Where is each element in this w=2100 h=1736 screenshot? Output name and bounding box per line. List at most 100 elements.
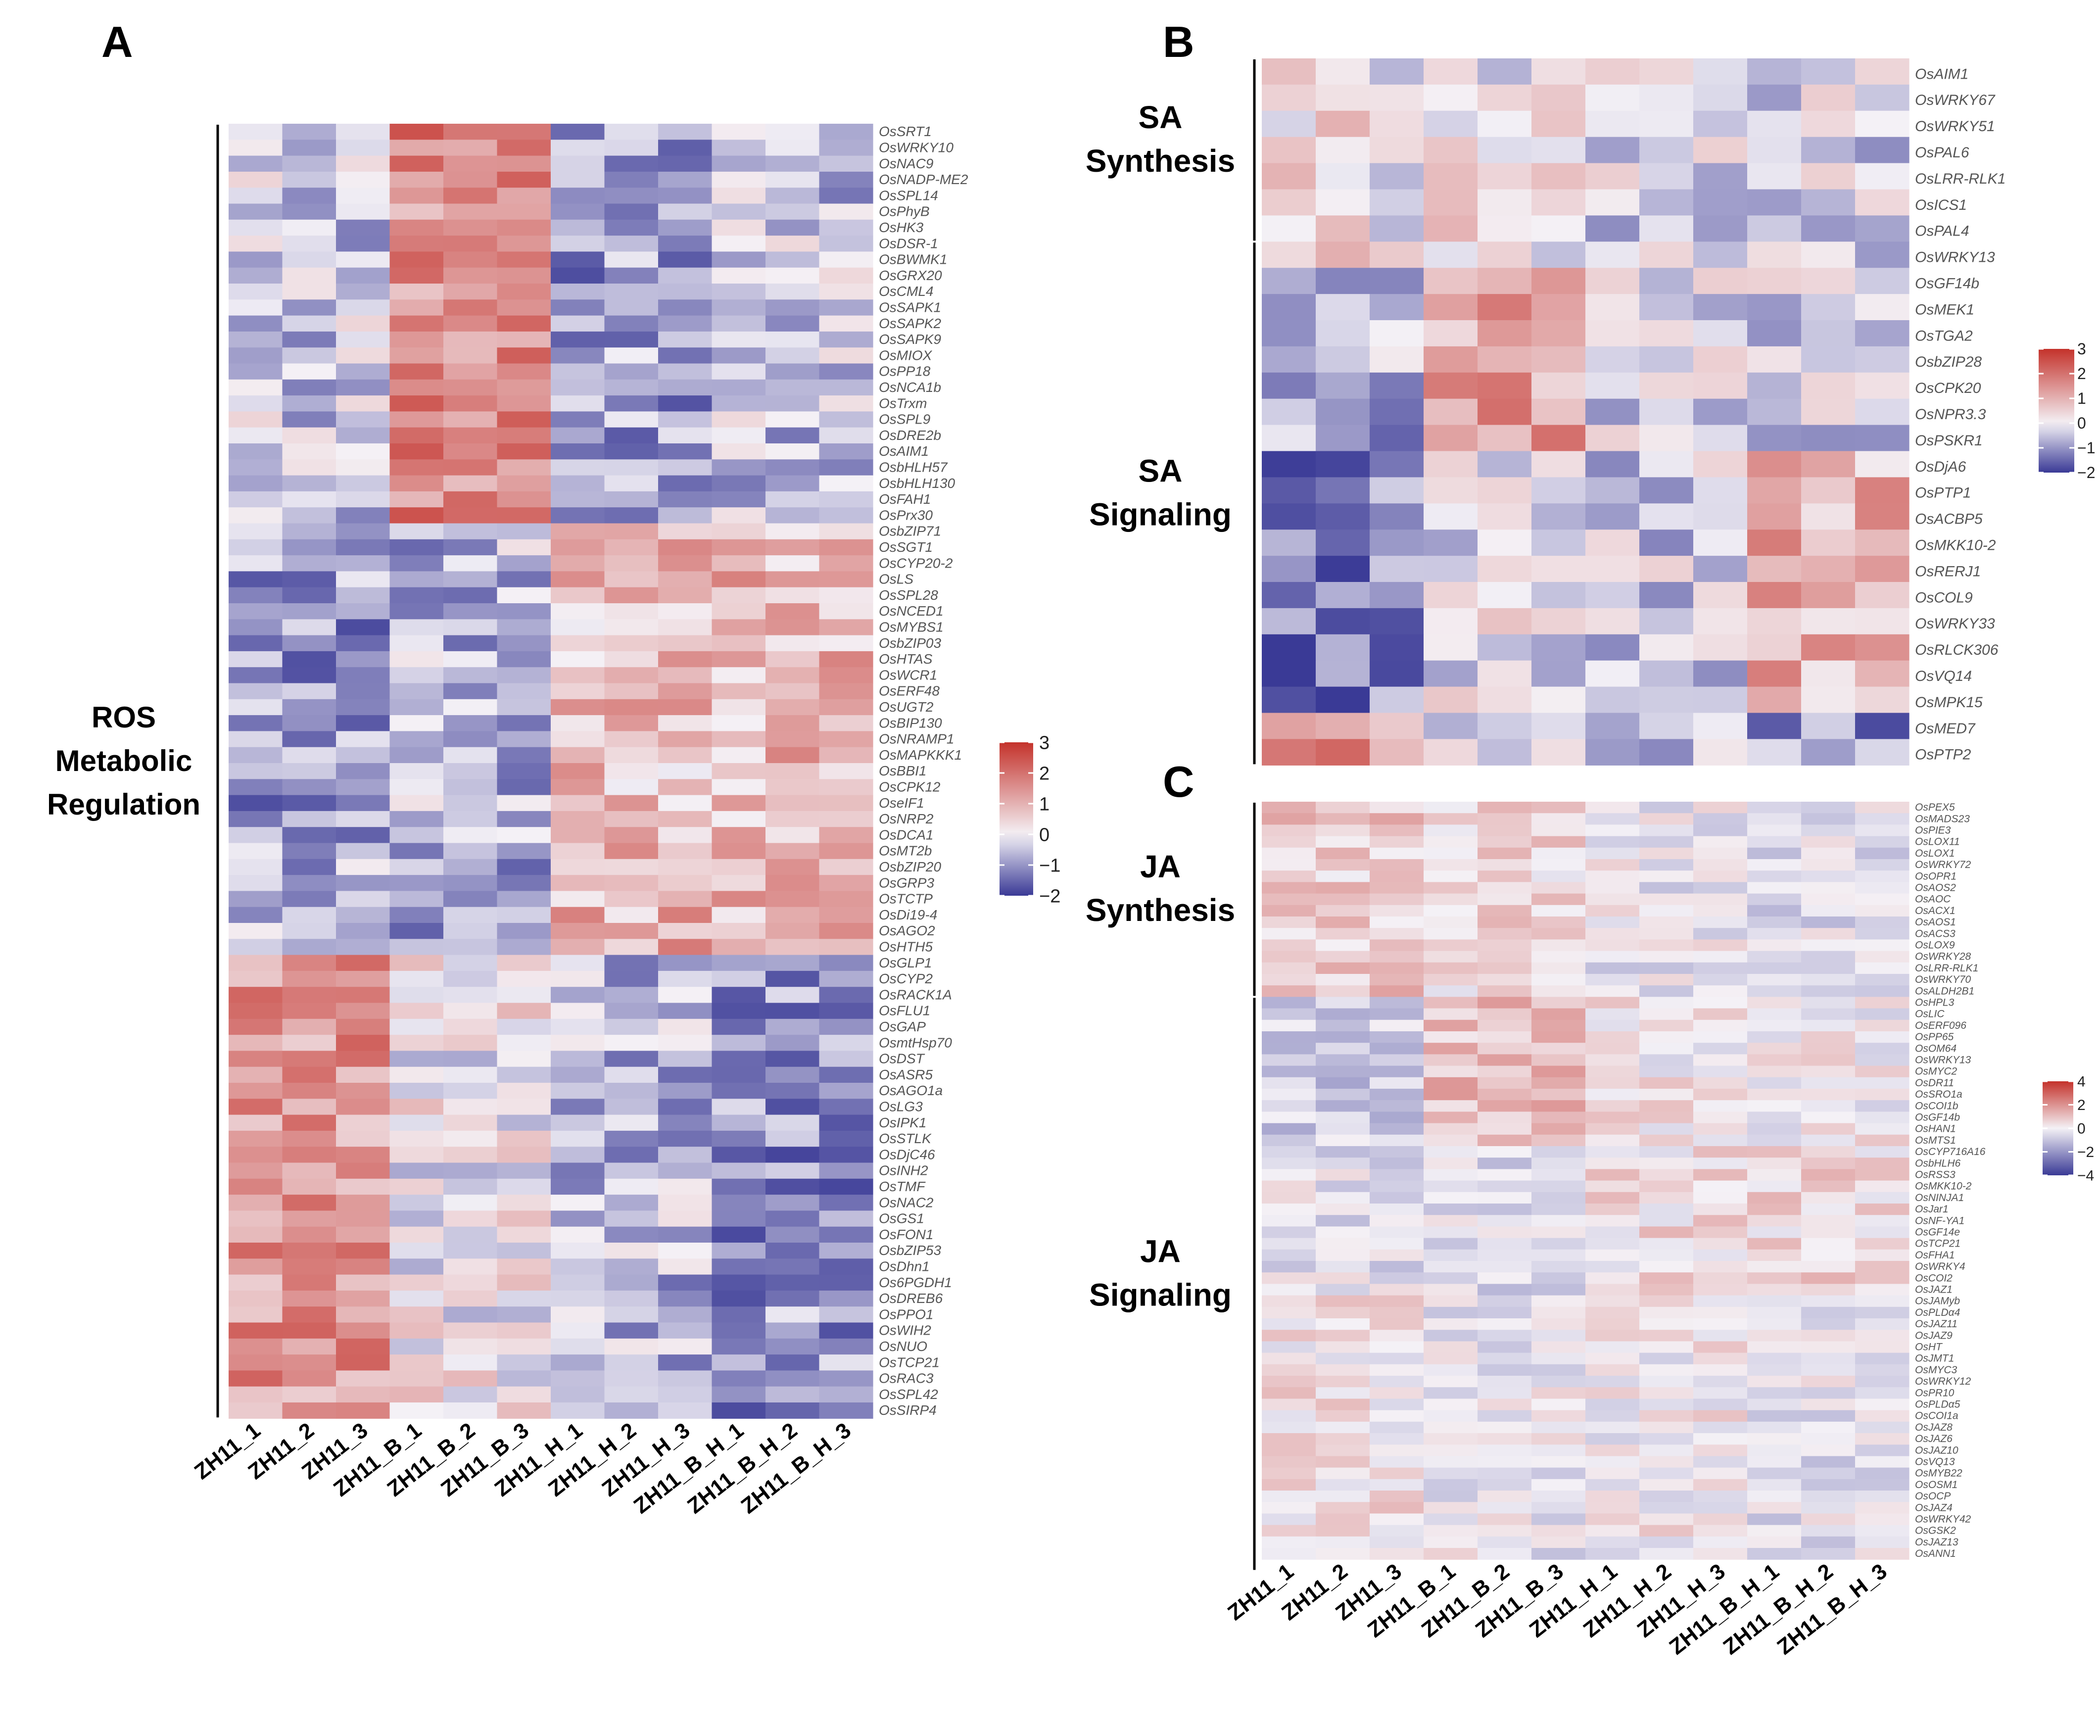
heatmap-cell xyxy=(551,299,605,316)
heatmap-cell xyxy=(819,236,873,252)
heatmap-cell xyxy=(1531,372,1586,399)
heatmap-cell xyxy=(551,763,605,779)
heatmap-cell xyxy=(1370,847,1424,860)
heatmap-cell xyxy=(1855,58,1909,85)
row-label: OsMAPKKK1 xyxy=(879,747,962,763)
heatmap-cell xyxy=(551,859,605,875)
heatmap-cell xyxy=(336,875,390,891)
heatmap-cell xyxy=(765,699,820,716)
heatmap-cell xyxy=(1424,824,1478,837)
heatmap-cell xyxy=(1855,215,1909,242)
heatmap-cell xyxy=(229,970,283,987)
heatmap-cell xyxy=(497,1147,551,1163)
heatmap-cell xyxy=(1531,241,1586,268)
heatmap-cell xyxy=(1424,882,1478,894)
heatmap-cell xyxy=(336,1322,390,1339)
heatmap-cell xyxy=(1693,928,1748,940)
heatmap-cell xyxy=(551,651,605,668)
heatmap-cell xyxy=(1424,215,1478,242)
heatmap-cell xyxy=(1855,1352,1909,1365)
heatmap-cell xyxy=(712,140,766,156)
row-label: OsMED7 xyxy=(1915,721,1976,737)
heatmap-cell xyxy=(1316,503,1370,530)
heatmap-cell xyxy=(551,923,605,939)
heatmap-cell xyxy=(658,987,713,1004)
heatmap-cell xyxy=(336,1035,390,1051)
heatmap-cell xyxy=(604,315,659,332)
heatmap-cell xyxy=(1424,1491,1478,1502)
heatmap-cell xyxy=(1424,1376,1478,1388)
heatmap-cell xyxy=(1801,1398,1856,1411)
row-label: OsPEX5 xyxy=(1915,802,1955,813)
group-label: JA Signaling xyxy=(1089,1233,1232,1312)
heatmap-cell xyxy=(1585,608,1640,635)
heatmap-cell xyxy=(765,236,820,252)
heatmap-cell xyxy=(1747,163,1802,190)
heatmap-cell xyxy=(712,155,766,172)
heatmap-cell xyxy=(1855,294,1909,321)
heatmap-cell xyxy=(497,747,551,764)
heatmap-cell xyxy=(712,1226,766,1243)
heatmap-cell xyxy=(229,475,283,492)
heatmap-cell xyxy=(551,1130,605,1147)
heatmap-cell xyxy=(712,827,766,844)
heatmap-cell xyxy=(1801,451,1856,478)
heatmap-cell xyxy=(1478,951,1532,963)
heatmap-cell xyxy=(1478,110,1532,138)
heatmap-cell xyxy=(336,267,390,284)
heatmap-cell xyxy=(1478,241,1532,268)
heatmap-cell xyxy=(1262,477,1316,504)
heatmap-cell xyxy=(443,1099,498,1115)
heatmap-cell xyxy=(1262,905,1316,917)
heatmap-cell xyxy=(1262,1157,1316,1169)
heatmap-cell xyxy=(229,1306,283,1323)
heatmap-cell xyxy=(1747,1479,1802,1491)
heatmap-cell xyxy=(1316,660,1370,687)
heatmap-cell xyxy=(336,747,390,764)
heatmap-cell xyxy=(765,779,820,796)
row-label: OsPrx30 xyxy=(879,507,933,523)
heatmap-cell xyxy=(658,507,713,524)
heatmap-cell xyxy=(604,1162,659,1179)
heatmap-cell xyxy=(336,827,390,844)
heatmap-cell xyxy=(1801,1376,1856,1388)
heatmap-cell xyxy=(1639,1272,1694,1284)
heatmap-cell xyxy=(712,315,766,332)
heatmap-cell xyxy=(1478,1456,1532,1468)
row-label: OsJAZ4 xyxy=(1915,1502,1953,1513)
heatmap-cell xyxy=(1639,477,1694,504)
heatmap-cell xyxy=(1855,824,1909,837)
heatmap-cell xyxy=(1747,939,1802,952)
heatmap-cell xyxy=(1855,1226,1909,1239)
row-label: OsLS xyxy=(879,572,913,587)
heatmap-cell xyxy=(1424,1100,1478,1112)
heatmap-cell xyxy=(1693,1192,1748,1204)
heatmap-cell xyxy=(1424,928,1478,940)
heatmap-cell xyxy=(497,236,551,252)
row-label: OsAOC xyxy=(1915,894,1951,905)
heatmap-cell xyxy=(1531,1054,1586,1066)
heatmap-cell xyxy=(1747,1238,1802,1250)
heatmap-cell xyxy=(551,1322,605,1339)
heatmap-cell xyxy=(1531,268,1586,294)
heatmap-cell xyxy=(1478,1479,1532,1491)
heatmap-cell xyxy=(1693,84,1748,111)
heatmap-cell xyxy=(229,731,283,748)
heatmap-cell xyxy=(658,619,713,636)
heatmap-cell xyxy=(1531,58,1586,85)
heatmap-cell xyxy=(497,1003,551,1019)
heatmap-cell xyxy=(819,1243,873,1259)
heatmap-cell xyxy=(336,1290,390,1307)
heatmap-cell xyxy=(604,779,659,796)
heatmap-cell xyxy=(1262,451,1316,478)
heatmap-cell xyxy=(1478,1341,1532,1353)
heatmap-cell xyxy=(765,299,820,316)
heatmap-cell xyxy=(551,1306,605,1323)
heatmap-cell xyxy=(712,299,766,316)
legend-tick-label: 0 xyxy=(1039,824,1050,845)
heatmap-cell xyxy=(1531,1502,1586,1514)
row-label: OsGLP1 xyxy=(879,955,932,970)
heatmap-cell xyxy=(1316,1134,1370,1147)
row-label: OsMYC3 xyxy=(1915,1364,1957,1376)
heatmap-cell xyxy=(1424,110,1478,138)
